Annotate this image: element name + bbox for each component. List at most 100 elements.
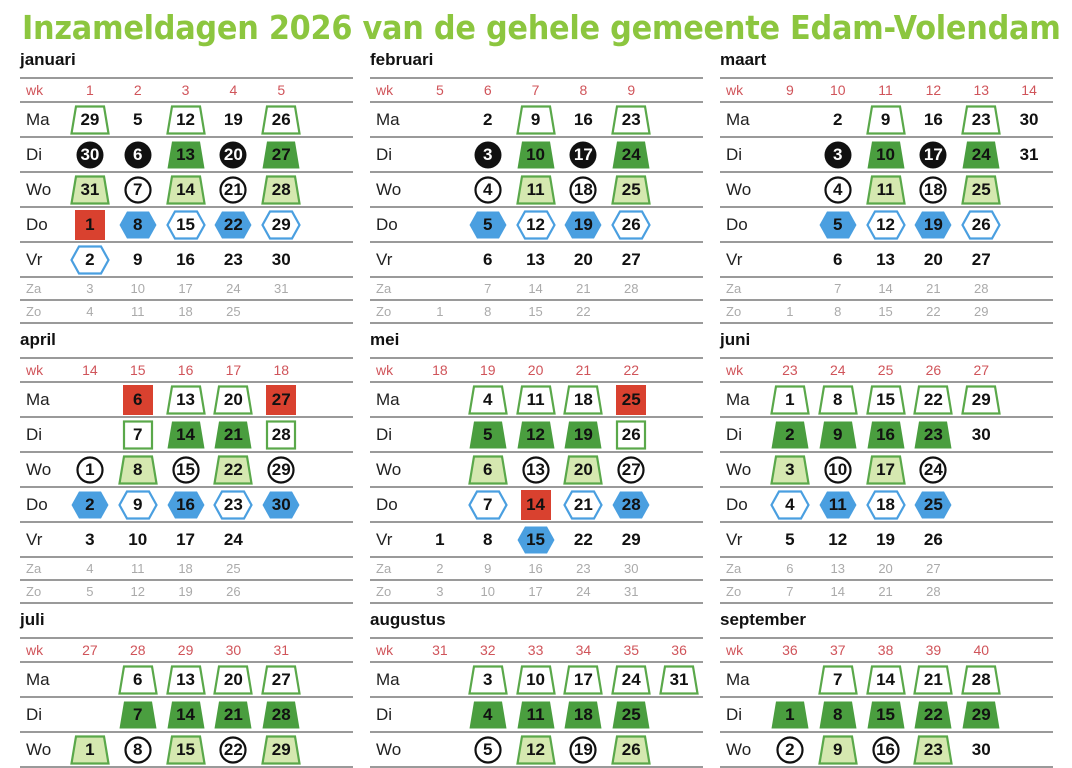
weekday-label: Za [20, 277, 66, 301]
day-number: 1 [435, 529, 445, 549]
trapezoid-outline-icon [165, 384, 206, 415]
day-number: 24 [923, 459, 943, 479]
month-name: augustus [370, 610, 446, 629]
week-number: 31 [257, 638, 306, 663]
day-number: 21 [223, 424, 243, 444]
day-cell: 15 [161, 732, 210, 768]
weekday-label: Do [720, 207, 766, 243]
week-number: 27 [66, 638, 114, 663]
day-cell: 7 [113, 172, 162, 208]
day-cell: 10 [511, 662, 560, 698]
empty-cell [416, 417, 464, 453]
day-number: 18 [923, 179, 943, 199]
day-cell: 22 [209, 452, 258, 488]
week-number-row: wk 36 37 38 39 40 [720, 638, 1053, 663]
day-cell: 24 [607, 137, 656, 173]
day-number: 11 [526, 179, 545, 199]
day-cell: 1 [66, 452, 114, 488]
day-cell: 29 [66, 102, 114, 138]
day-number: 20 [923, 249, 943, 269]
trapezoid-outline-icon [70, 104, 110, 135]
weekend-day: 19 [161, 580, 210, 604]
weekend-day: 25 [209, 557, 258, 581]
trapezoid-dark-green-icon [262, 701, 300, 728]
day-cell: 26 [607, 207, 656, 243]
day-row: Vr 2 9 16 23 30 [20, 242, 353, 278]
empty-cell [655, 487, 703, 523]
week-number: 27 [957, 358, 1006, 383]
weekday-label: Ma [370, 382, 416, 418]
empty-cell [1005, 382, 1053, 418]
day-row: Do 2 9 16 23 30 [20, 487, 353, 523]
day-number: 29 [621, 529, 641, 549]
day-row: Za 6 13 20 27 [720, 557, 1053, 581]
day-cell: 22 [559, 522, 608, 558]
day-number: 19 [573, 214, 593, 234]
day-row: Wo 2 9 16 23 30 [720, 732, 1053, 768]
weekend-day: 12 [113, 580, 162, 604]
week-number: 18 [416, 358, 464, 383]
circle-outline-icon [474, 175, 502, 204]
trapezoid-light-green-icon [117, 454, 158, 485]
day-number: 30 [271, 494, 291, 514]
day-row: Wo 4 11 18 25 [370, 172, 703, 208]
week-number-row: wk 23 24 25 26 27 [720, 358, 1053, 383]
day-row: Zo 5 12 19 26 [20, 580, 353, 604]
day-cell: 15 [161, 452, 210, 488]
day-cell: 28 [257, 172, 306, 208]
week-number: 40 [957, 638, 1006, 663]
weekend-day: 1 [416, 300, 464, 324]
day-number: 26 [621, 739, 641, 759]
day-cell: 23 [909, 417, 958, 453]
empty-cell [1005, 172, 1053, 208]
month-januari: januari wk 1 2 3 4 5 Ma 29 5 12 19 26 Di 30 6 13 20 27 Wo 31… [20, 48, 353, 324]
day-number: 5 [483, 214, 493, 234]
month-februari: februari wk 5 6 7 8 9 Ma 2 9 16 23 Di 3 10 17 24 Wo 4 11 18 2… [370, 48, 703, 324]
day-cell: 16 [909, 102, 958, 138]
empty-cell [257, 522, 306, 558]
month-maart: maart wk 9 10 11 12 13 14 Ma 2 9 16 23 30 Di 3 10 17 24 31 W… [720, 48, 1053, 324]
trapezoid-light-green-icon [515, 174, 556, 205]
hexagon-outline-icon [611, 209, 651, 240]
hexagon-blue-icon [914, 211, 952, 238]
day-cell: 19 [559, 207, 608, 243]
week-number: 39 [909, 638, 958, 663]
day-number: 17 [876, 459, 896, 479]
empty-cell [66, 697, 114, 733]
day-cell: 6 [113, 382, 162, 418]
day-number: 15 [526, 529, 546, 549]
day-number: 15 [176, 459, 196, 479]
day-number: 23 [223, 494, 243, 514]
day-cell: 22 [209, 732, 258, 768]
day-number: 16 [176, 249, 196, 269]
empty-cell [766, 102, 814, 138]
weekend-day: 7 [813, 277, 862, 301]
empty-cell [305, 580, 353, 604]
weekend-day: 21 [909, 277, 958, 301]
day-cell: 14 [511, 487, 560, 523]
trapezoid-dark-green-icon [517, 701, 555, 728]
day-number: 8 [483, 529, 493, 549]
weekend-day: 20 [861, 557, 910, 581]
day-cell: 18 [559, 697, 608, 733]
day-row: Ma 1 8 15 22 29 [720, 382, 1053, 418]
weekday-label: Ma [720, 382, 766, 418]
day-cell: 25 [909, 487, 958, 523]
month-augustus: augustus wk 31 32 33 34 35 36 Ma 3 10 17 24 31 Di 4 11 18… [370, 608, 703, 768]
week-label: wk [370, 638, 416, 663]
square-outline-icon [616, 419, 647, 450]
empty-cell [1005, 242, 1053, 278]
day-cell: 27 [607, 242, 656, 278]
day-cell: 12 [511, 207, 560, 243]
week-number: 29 [161, 638, 210, 663]
day-cell: 1 [66, 207, 114, 243]
trapezoid-light-green-icon [70, 174, 110, 205]
empty-cell [957, 522, 1006, 558]
weekend-day: 22 [559, 300, 608, 324]
day-number: 29 [80, 109, 100, 129]
day-cell: 15 [861, 697, 910, 733]
weekday-label: Wo [370, 172, 416, 208]
month-mei: mei wk 18 19 20 21 22 Ma 4 11 18 25 Di 5 12 19 26 Wo 6 13 20… [370, 328, 703, 604]
empty-cell [416, 382, 464, 418]
day-number: 17 [573, 144, 593, 164]
